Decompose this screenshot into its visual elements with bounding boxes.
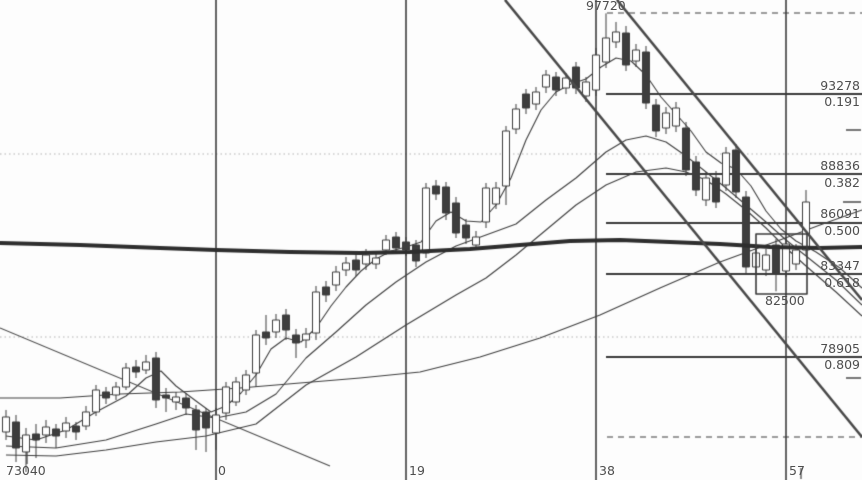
x-axis-label-0: 0 [218, 463, 226, 478]
x-axis-label-19: 19 [409, 463, 425, 478]
fib-ratio-label-0809: 0.809 [824, 357, 860, 372]
fib-high-price-label: 97720 [586, 0, 626, 13]
fib-ratio-label-0618: 0.618 [824, 275, 860, 290]
fib-ratio-label-0382: 0.382 [824, 175, 860, 190]
fib-price-label-0500: 86091 [820, 206, 860, 221]
fib-price-label-0618: 83347 [820, 258, 860, 273]
fib-price-label-0191: 93278 [820, 78, 860, 93]
box-price-label: 82500 [765, 293, 805, 308]
fib-price-label-0382: 88836 [820, 158, 860, 173]
fib-ratio-label-0191: 0.191 [824, 94, 860, 109]
fib-price-label-0809: 78905 [820, 341, 860, 356]
x-axis-label-73040: 73040 [6, 463, 46, 478]
fib-ratio-label-0500: 0.500 [824, 223, 860, 238]
x-axis-label-57: 57 [789, 463, 805, 478]
x-axis-label-38: 38 [599, 463, 615, 478]
